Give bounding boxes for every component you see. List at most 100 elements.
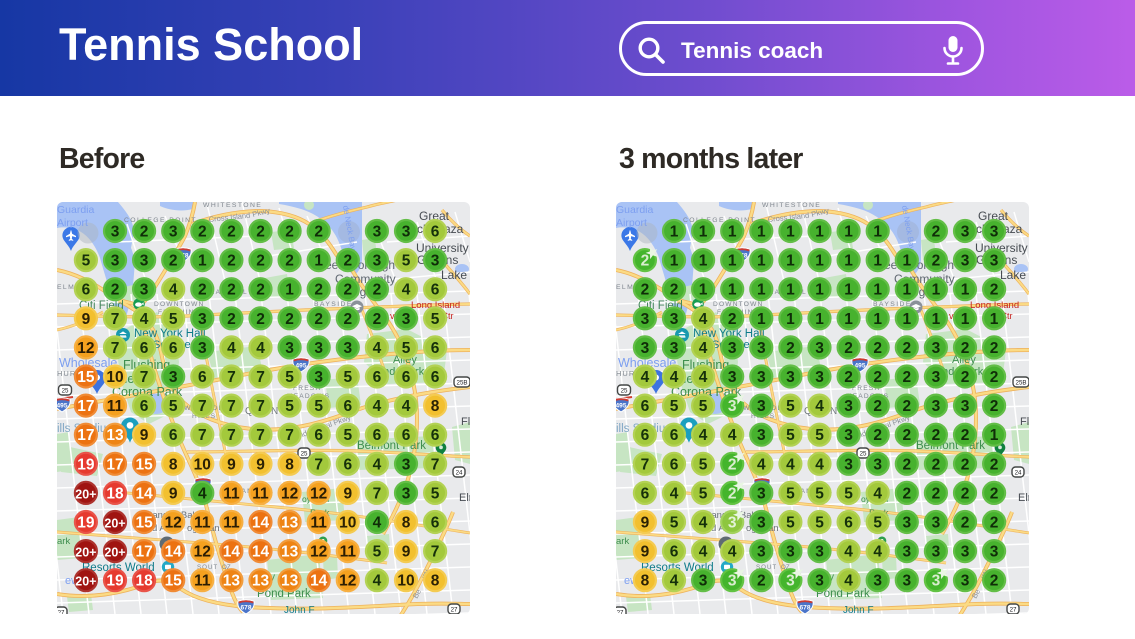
- svg-text:3: 3: [757, 544, 766, 561]
- svg-text:1: 1: [844, 282, 853, 299]
- svg-text:13: 13: [281, 573, 299, 590]
- svg-text:7: 7: [285, 427, 294, 444]
- svg-text:10: 10: [194, 456, 211, 473]
- svg-text:1: 1: [873, 311, 882, 328]
- svg-text:1: 1: [844, 224, 853, 241]
- svg-text:15: 15: [135, 515, 153, 532]
- svg-text:3: 3: [961, 544, 970, 561]
- svg-text:1: 1: [198, 253, 207, 270]
- svg-text:3: 3: [932, 340, 941, 357]
- svg-text:1: 1: [815, 253, 824, 270]
- svg-text:4: 4: [373, 515, 382, 532]
- svg-text:6: 6: [402, 369, 411, 386]
- svg-text:5: 5: [699, 456, 708, 473]
- svg-text:2: 2: [670, 282, 679, 299]
- svg-text:13: 13: [106, 427, 124, 444]
- svg-text:3: 3: [728, 369, 737, 386]
- svg-text:7: 7: [314, 456, 323, 473]
- svg-text:5: 5: [844, 485, 853, 502]
- svg-text:4: 4: [873, 544, 882, 561]
- svg-text:1: 1: [757, 224, 766, 241]
- svg-text:2: 2: [932, 427, 941, 444]
- svg-text:3: 3: [198, 340, 207, 357]
- svg-text:3: 3: [757, 398, 766, 415]
- svg-text:6: 6: [431, 282, 440, 299]
- svg-text:14: 14: [252, 544, 270, 561]
- svg-text:2: 2: [902, 485, 911, 502]
- svg-text:2: 2: [227, 224, 236, 241]
- svg-text:13: 13: [281, 515, 299, 532]
- svg-text:3: 3: [815, 340, 824, 357]
- svg-text:2: 2: [285, 224, 294, 241]
- svg-text:1: 1: [902, 311, 911, 328]
- svg-text:3: 3: [932, 515, 941, 532]
- svg-text:3: 3: [373, 253, 382, 270]
- svg-text:3: 3: [961, 573, 970, 590]
- svg-text:5: 5: [786, 427, 795, 444]
- svg-text:7: 7: [256, 427, 265, 444]
- svg-text:5: 5: [670, 398, 679, 415]
- svg-text:20+: 20+: [75, 575, 96, 589]
- svg-text:3: 3: [961, 398, 970, 415]
- svg-text:10: 10: [339, 515, 356, 532]
- svg-text:4: 4: [373, 573, 382, 590]
- svg-text:6: 6: [431, 427, 440, 444]
- svg-text:7: 7: [431, 544, 440, 561]
- svg-text:3: 3: [961, 253, 970, 270]
- svg-text:2: 2: [227, 253, 236, 270]
- svg-text:4: 4: [699, 369, 708, 386]
- svg-text:17: 17: [106, 456, 123, 473]
- svg-text:4: 4: [402, 398, 411, 415]
- svg-text:6: 6: [844, 515, 853, 532]
- svg-text:4: 4: [198, 485, 207, 502]
- svg-text:2: 2: [285, 311, 294, 328]
- svg-text:12: 12: [310, 485, 327, 502]
- svg-text:9: 9: [256, 456, 265, 473]
- svg-text:3: 3: [786, 573, 795, 590]
- svg-text:4: 4: [699, 340, 708, 357]
- svg-text:6: 6: [670, 427, 679, 444]
- svg-text:7: 7: [198, 398, 207, 415]
- svg-text:3: 3: [932, 573, 941, 590]
- svg-text:3: 3: [402, 311, 411, 328]
- svg-text:1: 1: [873, 253, 882, 270]
- svg-text:2: 2: [961, 340, 970, 357]
- svg-text:2: 2: [757, 573, 766, 590]
- svg-text:3: 3: [728, 398, 737, 415]
- svg-text:2: 2: [902, 369, 911, 386]
- svg-text:6: 6: [431, 369, 440, 386]
- svg-text:3: 3: [932, 369, 941, 386]
- svg-text:6: 6: [314, 427, 323, 444]
- svg-text:11: 11: [340, 544, 357, 561]
- svg-text:2: 2: [902, 456, 911, 473]
- svg-text:13: 13: [281, 544, 299, 561]
- svg-text:3: 3: [670, 340, 679, 357]
- svg-text:1: 1: [990, 427, 999, 444]
- svg-text:6: 6: [140, 340, 149, 357]
- svg-text:8: 8: [431, 573, 440, 590]
- svg-text:2: 2: [343, 311, 352, 328]
- svg-text:14: 14: [310, 573, 328, 590]
- svg-text:3: 3: [314, 369, 323, 386]
- svg-text:3: 3: [343, 340, 352, 357]
- svg-text:14: 14: [165, 544, 183, 561]
- svg-text:9: 9: [641, 544, 650, 561]
- svg-text:5: 5: [699, 485, 708, 502]
- svg-text:3: 3: [314, 340, 323, 357]
- svg-text:19: 19: [77, 456, 95, 473]
- svg-text:3: 3: [815, 544, 824, 561]
- svg-text:2: 2: [373, 282, 382, 299]
- svg-text:13: 13: [223, 573, 241, 590]
- svg-text:11: 11: [223, 515, 240, 532]
- svg-text:3: 3: [111, 224, 120, 241]
- svg-text:9: 9: [343, 485, 352, 502]
- svg-text:3: 3: [140, 253, 149, 270]
- svg-text:4: 4: [699, 311, 708, 328]
- svg-text:4: 4: [227, 340, 236, 357]
- svg-text:4: 4: [873, 485, 882, 502]
- svg-text:8: 8: [285, 456, 294, 473]
- svg-text:1: 1: [786, 253, 795, 270]
- svg-text:20+: 20+: [75, 546, 96, 560]
- svg-text:15: 15: [77, 369, 95, 386]
- svg-text:4: 4: [699, 515, 708, 532]
